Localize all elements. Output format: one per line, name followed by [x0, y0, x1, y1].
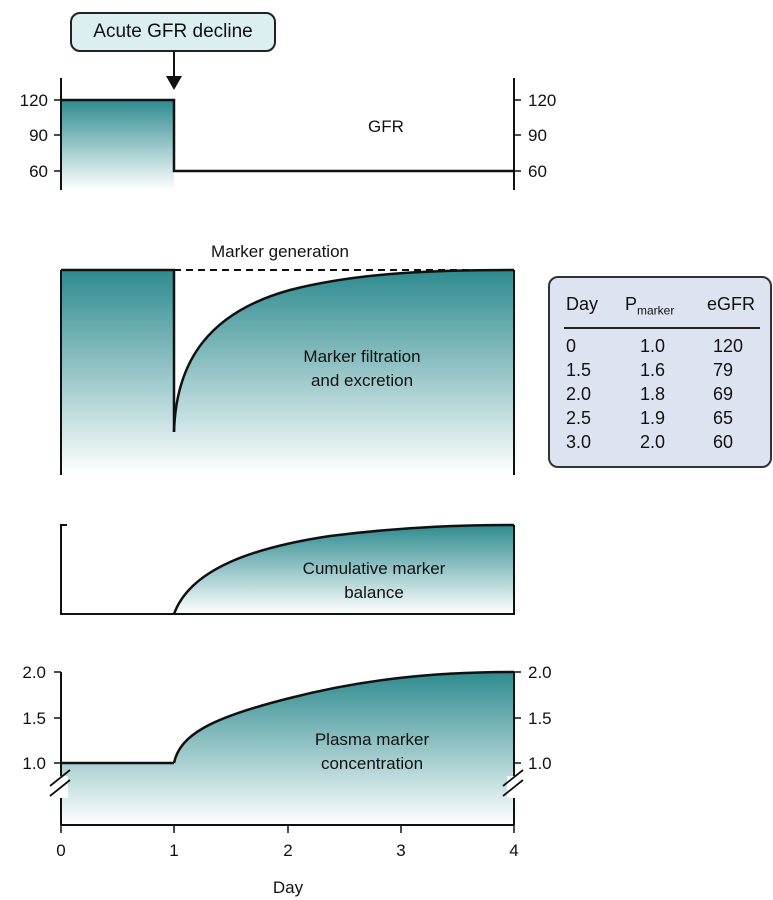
- table-cell-p: 1.0: [640, 336, 666, 356]
- callout-arrowhead-icon: [166, 76, 182, 90]
- gfr-line: [61, 98, 514, 173]
- gfr-tick-left: 120: [20, 91, 48, 110]
- table-cell-p: 1.8: [640, 384, 666, 404]
- egfr-table: Day Pmarker eGFR 0 1.0 120 1.5 1.6 79 2.…: [548, 276, 772, 468]
- gfr-panel: 120 90 60 120 90 60 GFR: [20, 78, 556, 190]
- table-cell-egfr: 79: [713, 360, 734, 380]
- table-header-day: Day: [566, 294, 599, 314]
- plasma-tick-left: 1.0: [22, 754, 46, 773]
- x-tick-label: 3: [396, 841, 405, 860]
- table-cell-day: 2.0: [566, 384, 592, 404]
- filtration-label-line1: Marker filtration: [303, 347, 420, 366]
- table-cell-p: 1.9: [640, 408, 666, 428]
- filtration-area-after: [174, 270, 514, 475]
- balance-label-line1: Cumulative marker: [303, 559, 446, 578]
- x-tick-label: 0: [56, 841, 65, 860]
- table-cell-egfr: 65: [713, 408, 734, 428]
- filtration-curve: [172, 268, 515, 433]
- table-cell-day: 0: [566, 336, 577, 356]
- filtration-label-line2: and excretion: [311, 371, 413, 390]
- balance-panel: Cumulative marker balance: [60, 523, 515, 615]
- plasma-tick-right: 1.5: [528, 709, 552, 728]
- table-header-pmarker: Pmarker: [625, 294, 675, 318]
- x-tick-label: 1: [169, 841, 178, 860]
- plasma-tick-right: 1.0: [528, 754, 552, 773]
- table-cell-p: 1.6: [640, 360, 666, 380]
- marker-generation-label: Marker generation: [211, 242, 349, 261]
- gfr-area: [61, 100, 174, 190]
- table-cell-p: 2.0: [640, 432, 666, 452]
- plasma-tick-left: 1.5: [22, 709, 46, 728]
- table-cell-day: 2.5: [566, 408, 592, 428]
- gfr-label: GFR: [368, 117, 404, 136]
- plasma-area: [61, 672, 514, 825]
- x-axis-label: Day: [273, 878, 304, 897]
- gfr-tick-left: 90: [29, 126, 48, 145]
- table-cell-egfr: 69: [713, 384, 734, 404]
- plasma-tick-left: 2.0: [22, 663, 46, 682]
- gfr-tick-right: 60: [528, 162, 547, 181]
- x-tick-label: 4: [509, 841, 518, 860]
- callout-label: Acute GFR decline: [93, 21, 253, 42]
- gfr-tick-right: 90: [528, 126, 547, 145]
- table-cell-day: 3.0: [566, 432, 592, 452]
- filtration-area-before: [61, 270, 174, 475]
- table-cell-day: 1.5: [566, 360, 592, 380]
- balance-label-line2: balance: [344, 583, 404, 602]
- table-cell-egfr: 120: [713, 336, 744, 356]
- balance-curve: [172, 523, 515, 615]
- gfr-tick-left: 60: [29, 162, 48, 181]
- plasma-curve: [172, 670, 515, 764]
- plasma-label-line2: concentration: [321, 754, 423, 773]
- plasma-tick-right: 2.0: [528, 663, 552, 682]
- x-tick-label: 2: [283, 841, 292, 860]
- table-header-rule: [564, 327, 760, 329]
- table-header-egfr: eGFR: [707, 294, 756, 314]
- table-cell-egfr: 60: [713, 432, 734, 452]
- filtration-panel: Marker generation Marker filtration and …: [60, 242, 515, 475]
- balance-area: [174, 525, 514, 614]
- plasma-panel: 2.0 1.5 1.0 2.0 1.5 1.0 Plasma marker co…: [22, 663, 551, 897]
- acute-gfr-decline-callout: Acute GFR decline: [70, 12, 276, 52]
- plasma-label-line1: Plasma marker: [315, 730, 430, 749]
- gfr-tick-right: 120: [528, 91, 556, 110]
